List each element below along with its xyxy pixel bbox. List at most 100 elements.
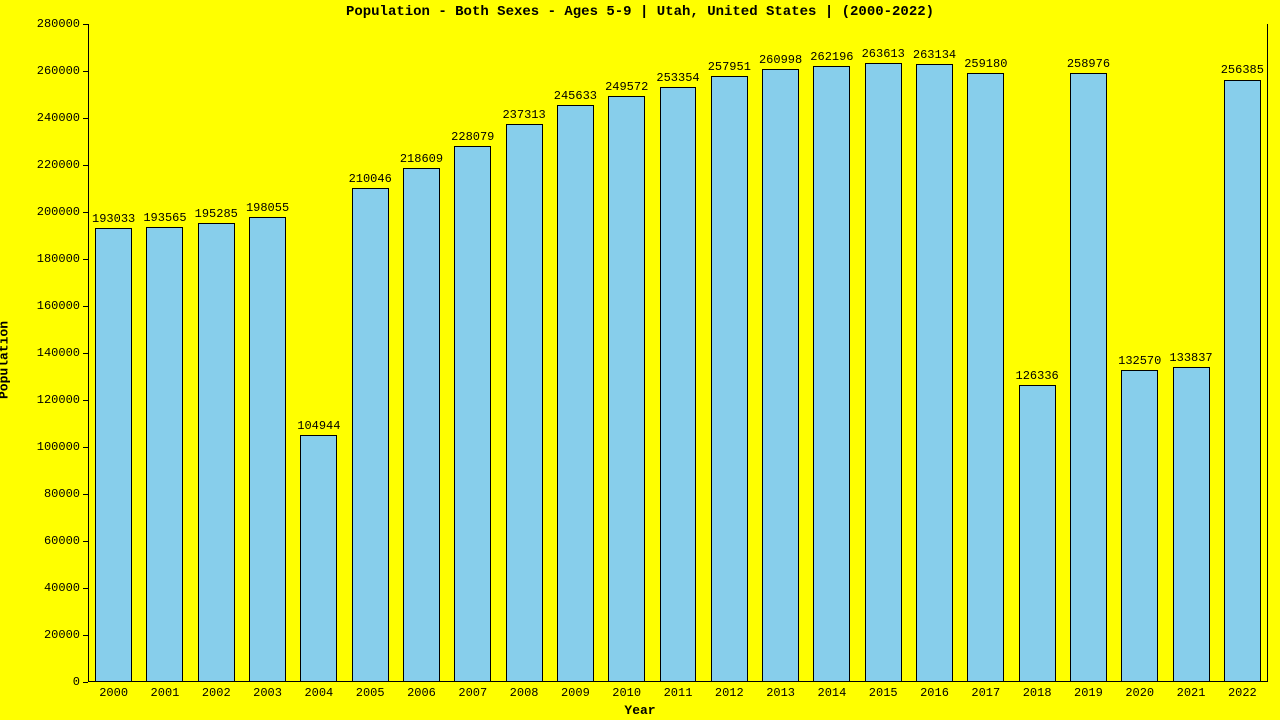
bar <box>813 66 850 682</box>
x-tick-label: 2011 <box>664 686 693 700</box>
bar <box>95 228 132 682</box>
y-tick <box>83 71 88 72</box>
y-tick <box>83 353 88 354</box>
y-tick <box>83 541 88 542</box>
y-tick <box>83 24 88 25</box>
bar <box>660 87 697 682</box>
bar-value-label: 245633 <box>554 89 597 103</box>
bar-value-label: 126336 <box>1016 369 1059 383</box>
bar-value-label: 198055 <box>246 201 289 215</box>
chart-title: Population - Both Sexes - Ages 5-9 | Uta… <box>0 4 1280 20</box>
y-tick-label: 0 <box>18 675 80 689</box>
x-tick-label: 2001 <box>151 686 180 700</box>
bar-value-label: 257951 <box>708 60 751 74</box>
bar-value-label: 132570 <box>1118 354 1161 368</box>
bar-value-label: 195285 <box>195 207 238 221</box>
bar <box>762 69 799 682</box>
x-tick-label: 2004 <box>304 686 333 700</box>
axis-line <box>88 24 89 682</box>
bar-value-label: 193565 <box>143 211 186 225</box>
x-tick-label: 2016 <box>920 686 949 700</box>
y-tick-label: 180000 <box>18 252 80 266</box>
y-tick <box>83 447 88 448</box>
y-tick-label: 220000 <box>18 158 80 172</box>
x-tick-label: 2009 <box>561 686 590 700</box>
bar <box>300 435 337 682</box>
bar <box>1070 73 1107 682</box>
bar <box>967 73 1004 682</box>
bar-value-label: 253354 <box>656 71 699 85</box>
y-tick <box>83 494 88 495</box>
bar-value-label: 133837 <box>1169 351 1212 365</box>
bar-value-label: 218609 <box>400 152 443 166</box>
y-axis-label: Population <box>0 321 12 399</box>
x-tick-label: 2000 <box>99 686 128 700</box>
x-tick-label: 2017 <box>971 686 1000 700</box>
y-tick-label: 240000 <box>18 111 80 125</box>
bar <box>1019 385 1056 682</box>
bar-value-label: 263613 <box>862 47 905 61</box>
bar <box>557 105 594 682</box>
bar-value-label: 210046 <box>349 172 392 186</box>
x-tick-label: 2012 <box>715 686 744 700</box>
bar-value-label: 263134 <box>913 48 956 62</box>
y-tick-label: 100000 <box>18 440 80 454</box>
x-tick-label: 2018 <box>1023 686 1052 700</box>
bar <box>249 217 286 682</box>
bar <box>1173 367 1210 682</box>
y-tick <box>83 165 88 166</box>
x-tick-label: 2013 <box>766 686 795 700</box>
y-tick <box>83 400 88 401</box>
x-tick-label: 2007 <box>458 686 487 700</box>
bar-value-label: 237313 <box>502 108 545 122</box>
y-tick <box>83 588 88 589</box>
bar <box>1121 370 1158 682</box>
bar <box>146 227 183 682</box>
bar <box>198 223 235 682</box>
x-tick-label: 2003 <box>253 686 282 700</box>
bar <box>711 76 748 682</box>
bar-value-label: 256385 <box>1221 63 1264 77</box>
x-tick-label: 2006 <box>407 686 436 700</box>
bar <box>506 124 543 682</box>
bar <box>403 168 440 682</box>
bar-value-label: 260998 <box>759 53 802 67</box>
chart-root: Population - Both Sexes - Ages 5-9 | Uta… <box>0 0 1280 720</box>
y-tick <box>83 306 88 307</box>
x-tick-label: 2022 <box>1228 686 1257 700</box>
bar-value-label: 259180 <box>964 57 1007 71</box>
y-tick-label: 80000 <box>18 487 80 501</box>
bar-value-label: 228079 <box>451 130 494 144</box>
x-tick-label: 2019 <box>1074 686 1103 700</box>
y-tick-label: 160000 <box>18 299 80 313</box>
y-tick <box>83 635 88 636</box>
y-tick-label: 40000 <box>18 581 80 595</box>
x-tick-label: 2015 <box>869 686 898 700</box>
y-tick-label: 260000 <box>18 64 80 78</box>
y-tick <box>83 682 88 683</box>
x-tick-label: 2005 <box>356 686 385 700</box>
bar-value-label: 193033 <box>92 212 135 226</box>
x-tick-label: 2021 <box>1177 686 1206 700</box>
bar <box>916 64 953 682</box>
x-tick-label: 2014 <box>818 686 847 700</box>
bar <box>1224 80 1261 683</box>
y-tick-label: 280000 <box>18 17 80 31</box>
bar-value-label: 262196 <box>810 50 853 64</box>
x-tick-label: 2002 <box>202 686 231 700</box>
x-tick-label: 2010 <box>612 686 641 700</box>
bar <box>865 63 902 682</box>
y-tick-label: 60000 <box>18 534 80 548</box>
bar <box>608 96 645 682</box>
y-tick-label: 120000 <box>18 393 80 407</box>
y-tick <box>83 259 88 260</box>
x-tick-label: 2020 <box>1125 686 1154 700</box>
x-axis-label: Year <box>0 703 1280 718</box>
axis-line <box>1267 24 1268 682</box>
x-tick-label: 2008 <box>510 686 539 700</box>
y-tick-label: 200000 <box>18 205 80 219</box>
bar <box>352 188 389 682</box>
y-tick-label: 20000 <box>18 628 80 642</box>
bar-value-label: 249572 <box>605 80 648 94</box>
plot-area: 0200004000060000800001000001200001400001… <box>88 24 1268 682</box>
